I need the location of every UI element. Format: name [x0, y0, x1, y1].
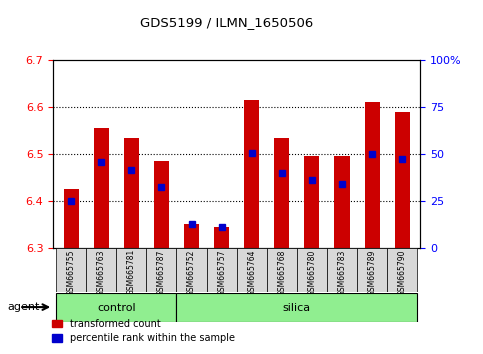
FancyBboxPatch shape: [327, 248, 357, 292]
Text: GSM665790: GSM665790: [398, 249, 407, 296]
FancyBboxPatch shape: [357, 248, 387, 292]
Text: GDS5199 / ILMN_1650506: GDS5199 / ILMN_1650506: [141, 16, 313, 29]
Bar: [214, 227, 229, 248]
FancyBboxPatch shape: [237, 248, 267, 292]
Bar: [154, 161, 169, 248]
FancyBboxPatch shape: [267, 248, 297, 292]
Text: GSM665780: GSM665780: [307, 249, 316, 296]
FancyBboxPatch shape: [56, 248, 86, 292]
Text: control: control: [97, 303, 136, 313]
Bar: [274, 138, 289, 248]
Bar: [244, 100, 259, 248]
Bar: [184, 224, 199, 248]
Text: GSM665783: GSM665783: [338, 249, 346, 296]
Text: GSM665768: GSM665768: [277, 249, 286, 296]
Bar: [365, 102, 380, 248]
FancyBboxPatch shape: [176, 248, 207, 292]
FancyBboxPatch shape: [56, 293, 176, 322]
Bar: [64, 189, 79, 248]
Text: GSM665787: GSM665787: [157, 249, 166, 296]
FancyBboxPatch shape: [387, 248, 417, 292]
Text: GSM665763: GSM665763: [97, 249, 106, 296]
Legend: transformed count, percentile rank within the sample: transformed count, percentile rank withi…: [48, 315, 239, 347]
FancyBboxPatch shape: [86, 248, 116, 292]
FancyBboxPatch shape: [146, 248, 176, 292]
FancyBboxPatch shape: [207, 248, 237, 292]
Bar: [395, 112, 410, 248]
Text: agent: agent: [7, 302, 40, 312]
Text: GSM665752: GSM665752: [187, 249, 196, 296]
Bar: [94, 128, 109, 248]
Text: GSM665755: GSM665755: [67, 249, 76, 296]
FancyBboxPatch shape: [116, 248, 146, 292]
Text: GSM665757: GSM665757: [217, 249, 226, 296]
Text: GSM665764: GSM665764: [247, 249, 256, 296]
FancyBboxPatch shape: [176, 293, 417, 322]
Text: silica: silica: [283, 303, 311, 313]
Bar: [304, 156, 319, 248]
Bar: [334, 156, 350, 248]
FancyBboxPatch shape: [297, 248, 327, 292]
Bar: [124, 138, 139, 248]
Text: GSM665789: GSM665789: [368, 249, 377, 296]
Text: GSM665781: GSM665781: [127, 249, 136, 295]
